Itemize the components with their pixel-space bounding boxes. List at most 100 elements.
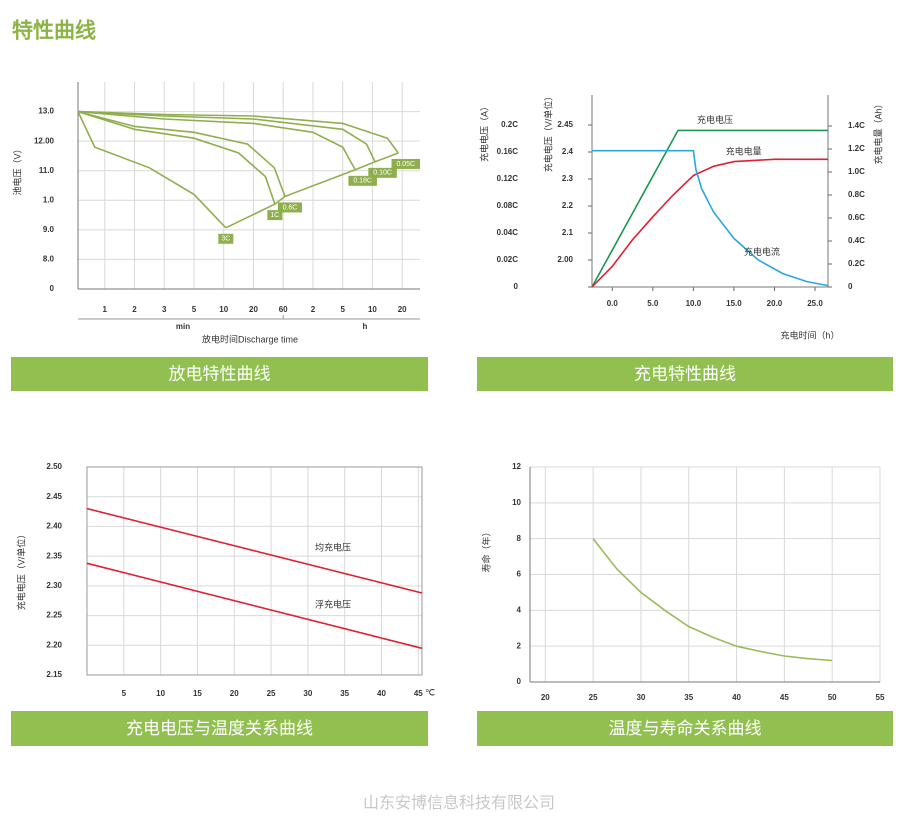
y-tick-label: 2.50 <box>46 462 62 471</box>
series-line <box>86 562 423 650</box>
y-tick-label: 6 <box>517 570 522 579</box>
x-tick-label: 5 <box>122 689 127 698</box>
caption-bar <box>11 357 428 391</box>
rate-tag <box>267 210 283 221</box>
y-tick-label: 0 <box>514 282 519 291</box>
y-tick-label: 0.4C <box>848 236 865 245</box>
x-tick-label: 35 <box>340 689 349 698</box>
x-tick-label: 25.0 <box>807 299 823 308</box>
y-tick-label: 12 <box>512 462 521 471</box>
y-tick-label: 2.35 <box>46 551 62 560</box>
y-tick-label: 2.15 <box>46 670 62 679</box>
caption-bar <box>11 711 428 746</box>
x-tick-label: 25 <box>589 693 598 702</box>
y-tick-label: 2 <box>517 641 522 650</box>
series-label: 均充电压 <box>315 541 351 552</box>
x-tick-label: 30 <box>303 689 312 698</box>
rate-tag-label: 0.10C <box>373 170 392 177</box>
y2-label: 充电电压（V/单位） <box>542 92 553 173</box>
series-line <box>592 149 829 287</box>
series-line <box>77 110 286 197</box>
y-tick-label: 2.45 <box>557 120 573 129</box>
y-tick-label: 2.1 <box>562 228 574 237</box>
x-tick-label: 0.0 <box>607 299 619 308</box>
x-tick-label: 2 <box>311 305 316 314</box>
y-label: 池电压（V） <box>11 144 22 195</box>
y-tick-label: 0.8C <box>848 190 865 199</box>
x-tick-label: 10.0 <box>686 299 702 308</box>
x-label: 放电时间Discharge time <box>202 333 298 344</box>
x-tick-label: 20 <box>398 305 407 314</box>
rate-tag-label: 3C <box>221 236 230 243</box>
x-tick-label: 40 <box>732 693 741 702</box>
series-line <box>77 111 227 229</box>
x-tick-label: 20.0 <box>767 299 783 308</box>
rate-tag <box>218 233 234 244</box>
y3-label: 充电电量（Ah） <box>872 99 883 164</box>
x-tick-label: 45 <box>780 693 789 702</box>
series-line <box>77 110 276 205</box>
series-line <box>591 158 828 288</box>
page-title: 特性曲线 <box>12 19 96 43</box>
y-tick-label: 2.20 <box>46 640 62 649</box>
y-tick-label: 0.02C <box>497 255 519 264</box>
plot-frame <box>86 466 423 676</box>
x-tick-label: 25 <box>267 689 276 698</box>
x-tick-label: 5.0 <box>647 299 659 308</box>
y-tick-label: 13.0 <box>38 107 54 116</box>
end-voltage-line <box>225 152 399 229</box>
x-tick-label: 20 <box>230 689 239 698</box>
x-label: 充电时间（h） <box>780 329 839 340</box>
caption: 充电电压与温度关系曲线 <box>126 719 313 738</box>
y-tick-label: 1.2C <box>848 144 865 153</box>
rate-tag-label: 0.6C <box>283 204 298 211</box>
y-tick-label: 0.08C <box>497 201 519 210</box>
y-tick-label: 2.00 <box>557 255 573 264</box>
y-tick-label: 2.25 <box>46 611 62 620</box>
x-tick-label: 2 <box>132 305 137 314</box>
x-tick-label: 10 <box>219 305 228 314</box>
x-tick-label: 10 <box>156 689 165 698</box>
y-tick-label: 12.00 <box>34 136 55 145</box>
y-label: 寿命（年） <box>480 527 491 572</box>
caption: 放电特性曲线 <box>169 364 271 383</box>
y-tick-label: 8 <box>517 534 522 543</box>
series-label: 浮充电压 <box>315 599 351 610</box>
caption: 充电特性曲线 <box>634 364 736 383</box>
caption-bar <box>477 711 893 746</box>
caption-bar <box>477 357 893 391</box>
x-tick-label: 45 <box>414 689 423 698</box>
series-line <box>77 110 356 171</box>
y-tick-label: 2.40 <box>46 522 62 531</box>
y-tick-label: 0.6C <box>848 213 865 222</box>
x-tick-label: 5 <box>192 305 197 314</box>
y-tick-label: 8.0 <box>43 255 55 264</box>
y-tick-label: 10 <box>512 498 521 507</box>
x-tick-label: 15 <box>193 689 202 698</box>
y-tick-label: 2.45 <box>46 492 62 501</box>
rate-tag <box>277 202 302 213</box>
x-tick-label: 35 <box>684 693 693 702</box>
y-tick-label: 1.0C <box>848 167 865 176</box>
x-tick-label: 20 <box>541 693 550 702</box>
rate-tag <box>391 158 421 169</box>
x-tick-label: 40 <box>377 689 386 698</box>
x-tick-label: 50 <box>828 693 837 702</box>
series-label: 充电电压 <box>697 114 733 125</box>
x-tick-label: 10 <box>368 305 377 314</box>
y-tick-label: 0 <box>517 677 522 686</box>
y-tick-label: 0.16C <box>497 147 519 156</box>
y-tick-label: 1.0 <box>43 195 55 204</box>
y-tick-label: 0 <box>848 282 853 291</box>
rate-tag-label: 0.18C <box>353 178 372 185</box>
rate-tag-label: 1C <box>270 212 279 219</box>
x-tick-label: 15.0 <box>726 299 742 308</box>
rate-tag-label: 0.05C <box>396 161 415 168</box>
y-tick-label: 2.30 <box>46 581 62 590</box>
y-tick-label: 1.4C <box>848 121 865 130</box>
series-label: 充电电流 <box>744 246 780 257</box>
x-tick-label: 20 <box>249 305 258 314</box>
y-tick-label: 2.2 <box>562 201 574 210</box>
